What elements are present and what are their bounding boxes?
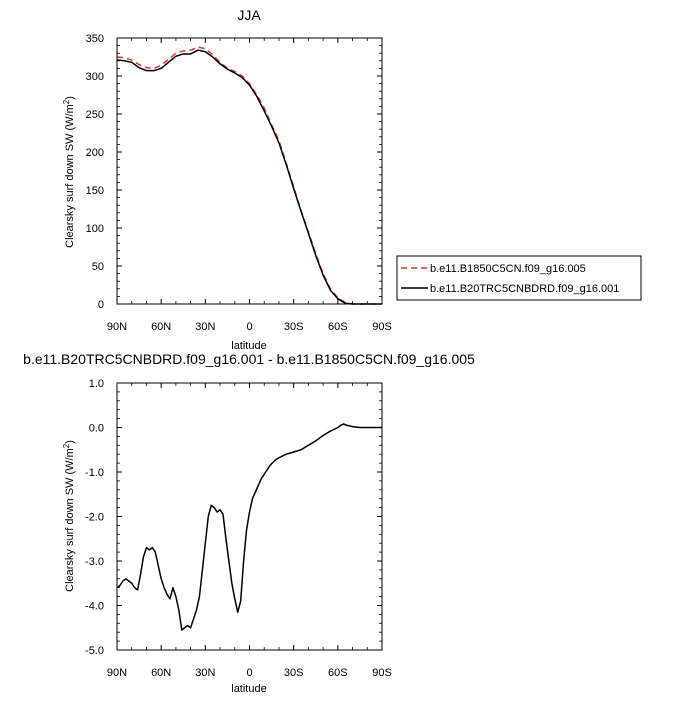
bottom-xtick-label: 60S [328, 667, 348, 679]
top-xtick-label: 60S [328, 321, 348, 333]
legend-label-experiment: b.e11.B20TRC5CNBDRD.f09_g16.001 [430, 283, 619, 295]
bottom-ytick-label: -2.0 [85, 512, 104, 524]
top-ytick-label: 250 [86, 109, 104, 121]
top-ytick-label: 300 [86, 71, 104, 83]
bottom-xtick-label: 30N [195, 667, 215, 679]
bottom-xtick-label: 90S [372, 667, 392, 679]
top-y-axis-label-sup: 2 [62, 99, 71, 104]
top-xtick-label: 30N [195, 321, 215, 333]
top-series-line-1 [116, 49, 382, 305]
bottom-ytick-label: -5.0 [85, 645, 104, 657]
bottom-series [116, 423, 382, 631]
bottom-xtick-label: 0 [246, 667, 252, 679]
bottom-xtick-label: 90N [107, 667, 127, 679]
bottom-panel: b.e11.B20TRC5CNBDRD.f09_g16.001 - b.e11.… [23, 351, 475, 695]
top-y-axis-label-end: ) [64, 96, 76, 100]
top-xtick-label: 0 [246, 321, 252, 333]
bottom-ytick-label: 1.0 [89, 378, 104, 390]
top-panel-title: JJA [237, 7, 261, 23]
top-ytick-label: 0 [98, 299, 104, 311]
top-panel: JJA latitude Clearsky surf down SW (W/m2… [62, 7, 392, 352]
bottom-x-axis-label: latitude [231, 683, 266, 695]
bottom-y-axis-label-end: ) [64, 440, 76, 444]
legend-box [396, 255, 642, 301]
top-ytick-label: 100 [86, 223, 104, 235]
bottom-panel-title: b.e11.B20TRC5CNBDRD.f09_g16.001 - b.e11.… [23, 351, 475, 367]
top-xtick-label: 60N [151, 321, 171, 333]
bottom-y-axis-label: Clearsky surf down SW (W/m2) [62, 440, 76, 592]
top-x-axis-label: latitude [231, 340, 266, 352]
top-ticks: 0 50 100 150 200 250 300 350 90N 60N 30N 0 30S 60S 90S [86, 33, 392, 333]
top-plot-frame [116, 37, 383, 305]
bottom-ytick-label: -3.0 [85, 556, 104, 568]
bottom-y-axis-label-sup: 2 [62, 443, 71, 448]
top-xtick-label: 90N [107, 321, 127, 333]
top-series-line-0 [116, 46, 382, 305]
bottom-ytick-label: -1.0 [85, 467, 104, 479]
bottom-ytick-label: -4.0 [85, 601, 104, 613]
bottom-series-line-0 [116, 423, 382, 631]
top-ytick-label: 150 [86, 185, 104, 197]
bottom-ticks: -5.0 -4.0 -3.0 -2.0 -1.0 0.0 1.0 90N 60N 30N 0 30S 6… [85, 378, 392, 679]
top-xtick-label: 30S [284, 321, 304, 333]
top-ytick-label: 50 [92, 261, 104, 273]
bottom-ytick-label: 0.0 [89, 423, 104, 435]
top-ytick-label: 200 [86, 147, 104, 159]
bottom-xtick-label: 60N [151, 667, 171, 679]
bottom-xtick-label: 30S [284, 667, 304, 679]
top-ytick-label: 350 [86, 33, 104, 45]
bottom-y-axis-label-main: Clearsky surf down SW (W/m [64, 448, 76, 592]
top-series [116, 46, 382, 305]
top-y-axis-label: Clearsky surf down SW (W/m2) [62, 96, 76, 248]
top-y-axis-label-main: Clearsky surf down SW (W/m [64, 104, 76, 248]
top-xtick-label: 90S [372, 321, 392, 333]
legend: b.e11.B1850C5CN.f09_g16.005 b.e11.B20TRC… [396, 255, 642, 301]
bottom-plot-frame [116, 382, 383, 651]
legend-label-control: b.e11.B1850C5CN.f09_g16.005 [430, 263, 586, 275]
